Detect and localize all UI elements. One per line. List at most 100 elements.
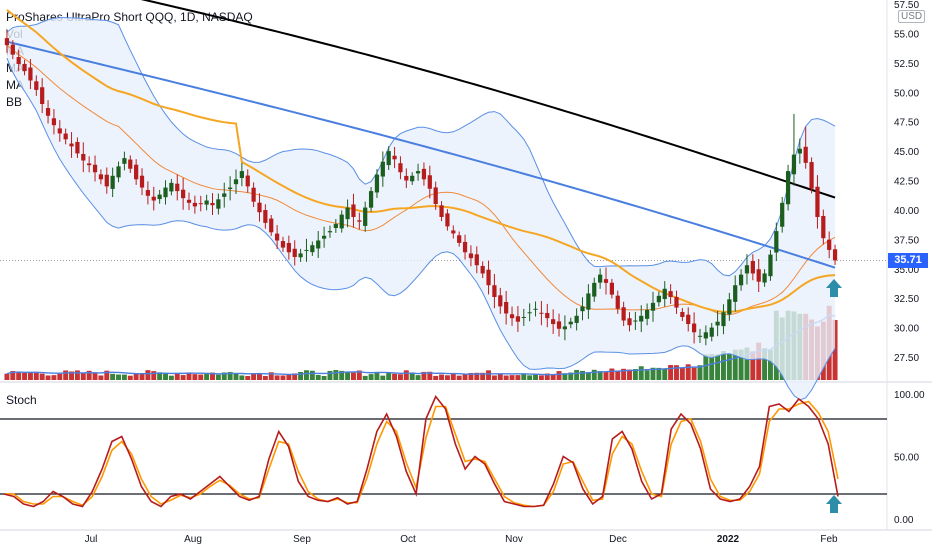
candle-body [539,312,544,314]
volume-bar [721,351,726,380]
candle-body [545,312,550,319]
volume-bar [515,375,521,380]
candle-body [57,128,62,134]
candle-body [780,202,785,227]
price-tick-label: 50.00 [894,88,919,99]
volume-bar [403,370,409,380]
candle-body [169,182,174,192]
time-axis[interactable]: Jul Aug Sep Oct Nov Dec 2022 Feb [85,534,838,545]
volume-bar [333,370,339,380]
candle-body [134,164,139,180]
volume-bar [832,319,838,380]
volume-bar [280,375,286,380]
volume-bar [127,375,133,380]
candle-body [257,202,262,213]
candle-body [598,274,603,283]
candle-body [603,279,609,283]
volume-bar [668,365,674,380]
price-tick-label: 55.00 [894,29,919,40]
volume-bar [274,375,280,380]
candle-body [310,245,315,253]
candle-body [733,285,738,302]
candle-body [785,171,791,205]
price-axis[interactable]: 57.50 55.00 52.50 50.00 47.50 45.00 42.50 40.00… [0,0,932,531]
volume-bar [427,371,433,380]
volume-bar [22,372,28,380]
volume-bar [650,367,656,380]
volume-bar [139,373,145,380]
up-arrow-icon [826,495,842,513]
candle-body [222,193,227,197]
volume-bar [350,372,356,380]
volume-bar [750,351,756,380]
indicator-bb-label[interactable]: BB [6,95,23,109]
stochastic-pane: 100.00 50.00 0.00 [0,390,925,526]
volume-bar [527,375,533,380]
volume-bar [16,371,22,380]
candle-body [821,215,826,239]
volume-bar [703,354,709,380]
volume-bar [33,372,39,380]
candle-body [439,205,444,217]
volume-bar [556,371,562,380]
candle-body [480,265,485,274]
candle-body [98,174,104,180]
candle-body [498,295,503,307]
volume-bar [697,365,703,380]
volume-bar [98,375,104,380]
candle-body [674,296,679,308]
candle-body [10,44,15,55]
volume-bar [603,372,609,380]
candle-body [28,67,33,81]
price-tick-label: 35.00 [894,265,919,276]
volume-bar [597,371,603,380]
candle-body [192,202,197,207]
volume-bar [468,373,474,380]
volume-bar [74,370,80,380]
time-tick-label: Aug [184,534,202,545]
volume-bar [627,369,632,380]
candle-body [421,168,427,180]
candle-body [803,146,808,163]
candle-body [462,241,468,253]
candle-body [345,207,350,220]
candle-body [809,162,814,189]
candle-body [4,38,10,46]
candle-body [551,319,556,325]
bb-fill [6,17,836,400]
volume-bar [157,372,163,380]
volume-bar [462,374,468,380]
stoch-pane-label[interactable]: Stoch [6,393,37,407]
time-tick-label: Dec [609,534,627,545]
candle-body [286,242,291,253]
volume-bar [321,375,327,380]
volume-bar [151,371,157,380]
volume-bar [574,369,580,380]
candle-body [186,199,192,203]
candle-body [198,203,203,205]
volume-bar [145,370,151,380]
volume-bar [368,374,374,380]
candle-body [697,335,703,337]
volume-bar [568,372,574,380]
ma-short-line [6,9,836,313]
moving-averages [6,0,836,313]
candle-body [34,81,39,90]
price-tick-label: 57.50 [894,0,919,11]
volume-bar [691,367,697,380]
candle-body [609,282,614,295]
candle-body [633,320,638,322]
candle-body [16,57,21,65]
volume-bar [268,372,274,380]
volume-bar [533,374,538,380]
volume-bar [116,374,121,380]
time-tick-label: 2022 [717,534,740,545]
candle-body [204,200,209,205]
time-tick-label: Feb [820,534,838,545]
candle-body [645,309,650,319]
volume-bar [450,374,456,380]
candle-body [721,312,726,327]
volume-bar [345,371,351,380]
candle-body [40,87,45,105]
